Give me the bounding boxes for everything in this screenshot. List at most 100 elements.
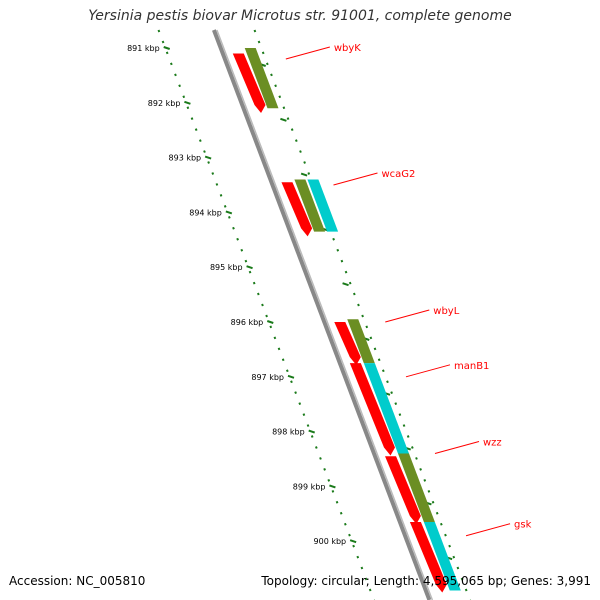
minor-tick (290, 128, 294, 132)
minor-tick (419, 468, 422, 471)
major-tick (300, 172, 308, 177)
minor-tick (174, 73, 177, 77)
tick-label: 891 kbp (127, 44, 160, 53)
minor-tick (456, 566, 460, 570)
minor-tick (194, 128, 198, 132)
tick-label: 900 kbp (314, 537, 347, 546)
minor-tick (369, 336, 373, 340)
cyan-gene-feature (423, 522, 461, 591)
map-title: Yersinia pestis biovar Microtus str. 910… (88, 8, 512, 24)
accession-text: Accession: NC_005810 (9, 574, 146, 588)
olive-gene-feature (294, 179, 326, 232)
red-gene-feature (232, 53, 266, 114)
minor-tick (178, 84, 181, 88)
minor-tick (319, 457, 322, 460)
minor-tick (290, 380, 293, 384)
minor-tick (402, 424, 406, 427)
minor-tick (303, 161, 306, 164)
minor-tick (253, 29, 257, 33)
minor-tick (286, 117, 290, 121)
minor-tick (240, 248, 244, 252)
major-tick (266, 320, 274, 324)
gene-features (232, 48, 461, 593)
minor-tick (203, 150, 206, 153)
tick-label: 895 kbp (210, 263, 243, 272)
minor-tick (265, 314, 268, 318)
gene-label: manB1 (454, 361, 489, 372)
minor-tick (294, 391, 297, 395)
minor-tick (223, 204, 227, 208)
red-gene-feature (334, 322, 361, 366)
minor-tick (270, 73, 273, 77)
gene-labels: wbyK wcaG2 wbyL manB1 wzz gsk (285, 43, 532, 537)
minor-tick (373, 347, 377, 351)
minor-tick (353, 292, 356, 296)
tick-label: 892 kbp (148, 99, 181, 108)
minor-tick (215, 183, 219, 186)
minor-tick (244, 259, 248, 263)
minor-tick (394, 402, 398, 406)
major-tick (163, 46, 171, 50)
label-leader-line (385, 309, 430, 323)
minor-tick (186, 106, 190, 110)
tick-label: 899 kbp (293, 482, 326, 491)
olive-gene-feature (347, 319, 375, 364)
minor-tick (398, 413, 402, 416)
minor-tick (365, 325, 369, 329)
minor-tick (377, 358, 381, 362)
major-tick (280, 117, 287, 122)
label-leader-line (434, 441, 480, 455)
minor-tick (411, 446, 414, 449)
minor-tick (344, 270, 348, 274)
major-tick (204, 155, 212, 160)
red-gene-feature (409, 522, 447, 593)
minor-tick (257, 40, 261, 44)
minor-tick (286, 369, 289, 373)
minor-tick (348, 281, 352, 285)
minor-tick (331, 489, 335, 493)
minor-tick (360, 566, 364, 570)
minor-tick (261, 303, 264, 307)
minor-tick (327, 478, 331, 482)
gene-label: gsk (514, 520, 532, 531)
minor-tick (278, 95, 282, 99)
tick-label: 894 kbp (189, 208, 222, 217)
minor-tick (182, 95, 186, 99)
minor-tick (295, 139, 298, 142)
minor-tick (390, 391, 393, 395)
major-tick (329, 484, 336, 489)
red-gene-feature (385, 456, 421, 525)
backbone-highlight (216, 29, 434, 600)
minor-tick (361, 314, 364, 318)
backbone-line (212, 29, 432, 600)
minor-tick (431, 500, 435, 504)
major-tick (225, 210, 233, 215)
olive-gene-feature (397, 453, 435, 523)
major-tick (308, 429, 316, 434)
minor-tick (165, 51, 169, 55)
minor-tick (211, 172, 215, 175)
minor-tick (306, 424, 310, 427)
major-tick (184, 100, 191, 105)
minor-tick (464, 588, 468, 592)
gene-label: wzz (483, 438, 502, 449)
minor-tick (257, 292, 260, 296)
minor-tick (299, 150, 302, 153)
minor-tick (357, 303, 360, 307)
minor-tick (452, 555, 456, 559)
minor-tick (236, 237, 239, 241)
minor-tick (219, 194, 223, 197)
minor-tick (435, 511, 439, 515)
minor-tick (157, 29, 161, 33)
gene-label: wbyK (334, 43, 361, 54)
minor-tick (282, 106, 286, 110)
minor-tick (344, 522, 347, 526)
tick-label: 897 kbp (251, 373, 284, 382)
red-gene-feature (349, 363, 395, 456)
tick-label: 893 kbp (169, 154, 202, 163)
minor-tick (232, 226, 235, 230)
label-leader-line (405, 364, 451, 378)
minor-tick (336, 248, 340, 252)
label-leader-line (333, 172, 378, 186)
major-tick (246, 265, 253, 270)
